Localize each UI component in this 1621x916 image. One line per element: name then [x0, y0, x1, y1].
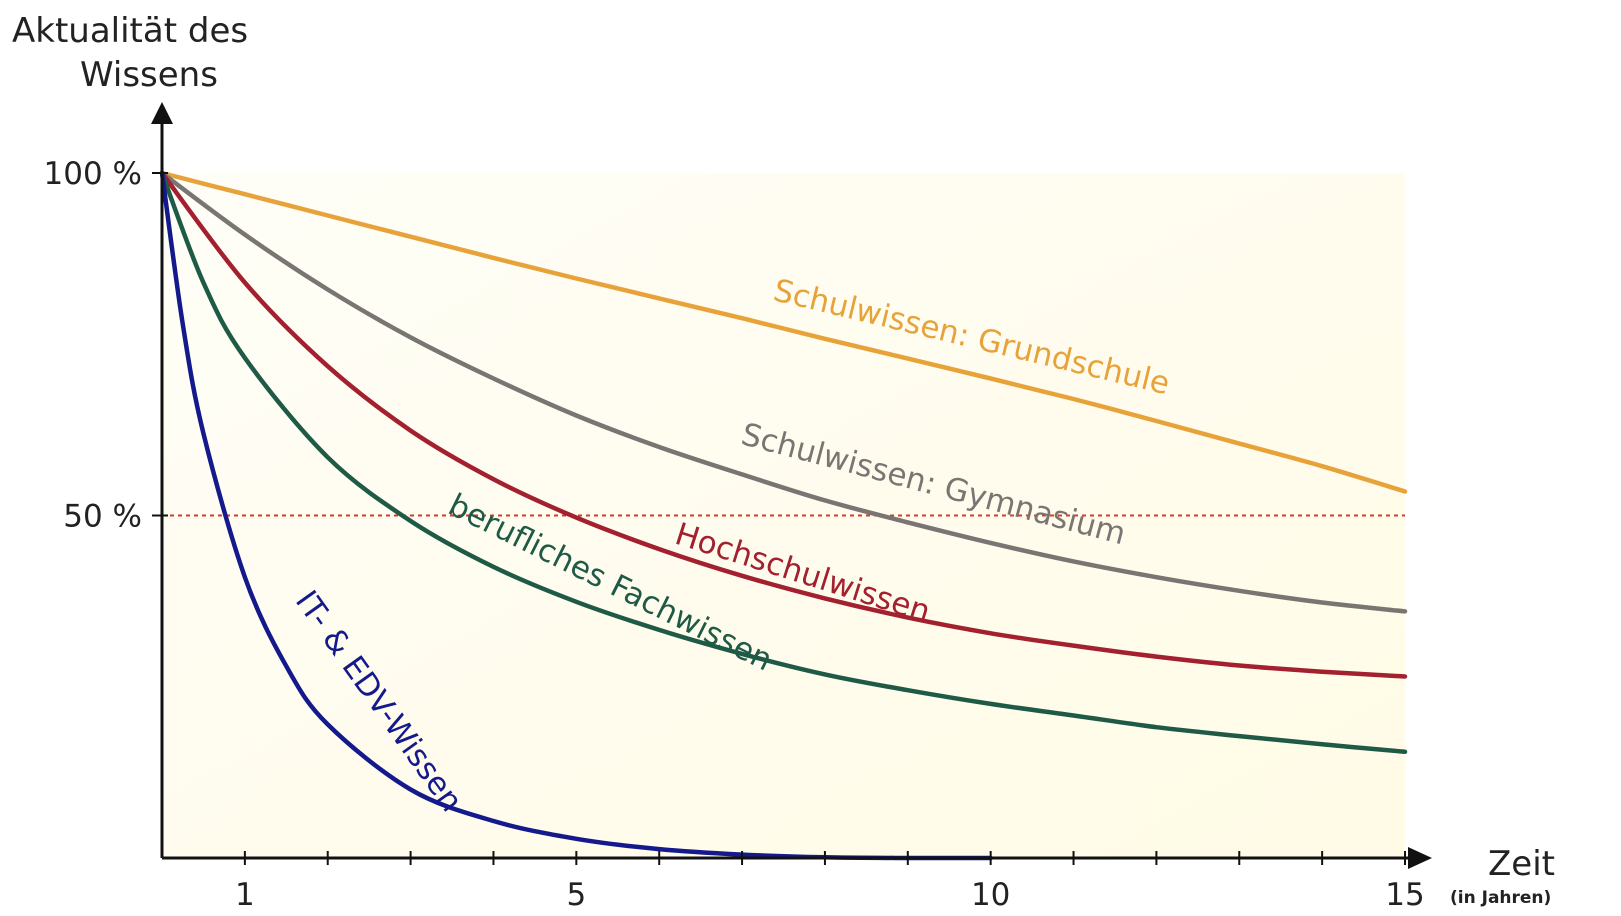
x-tick-label-15: 15 — [1385, 877, 1424, 911]
x-axis-label: Zeit — [1488, 844, 1555, 884]
x-tick-label-1: 1 — [235, 877, 255, 911]
series-line-berufliches-fachwissen — [159, 170, 1408, 755]
y-axis-label-line-2: Wissens — [80, 55, 218, 95]
x-tick-label-10: 10 — [971, 877, 1010, 911]
y-axis-label-line-1: Aktualität des — [12, 11, 248, 51]
series-line-schulwissen-grundschule — [159, 170, 1408, 494]
series-group — [159, 170, 1408, 861]
x-axis-unit-label: (in Jahren) — [1450, 888, 1551, 908]
y-tick-label-100: 100 % — [44, 156, 142, 192]
series-line-schulwissen-gymnasium — [159, 170, 1408, 614]
series-line-hochschulwissen — [159, 170, 1408, 679]
y-axis-arrow-icon — [151, 102, 173, 124]
x-axis-arrow-icon — [1408, 847, 1432, 869]
x-tick-label-5: 5 — [566, 877, 586, 911]
y-tick-label-50: 50 % — [63, 499, 142, 535]
